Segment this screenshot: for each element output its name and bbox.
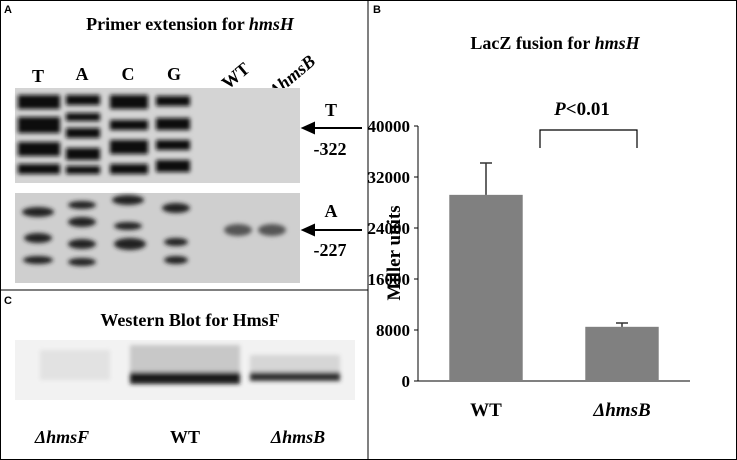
x-tick-label: ΔhmsB [592,400,650,421]
lane-label: WT [170,427,200,447]
bar [449,194,523,381]
y-tick-label: 16000 [368,270,411,289]
marker-base: T [325,100,337,120]
chart-title: LacZ fusion for hmsH [470,33,640,53]
error-bar [616,322,628,327]
y-tick-label: 8000 [376,321,410,340]
title-gene: hmsH [249,14,295,34]
panel-b: B LacZ fusion for hmsH Miller units P<0.… [368,4,690,421]
marker-base: A [325,201,338,221]
error-bar [480,162,492,195]
panel-letter: C [4,295,12,307]
lane-label: C [122,64,135,84]
y-tick-label: 32000 [368,168,411,187]
annotation-value: <0.01 [566,99,610,120]
lane-label: ΔhmsF [34,427,89,447]
y-axis-label: Miller units [384,205,405,300]
blot-bands [40,345,340,384]
lane-label: A [76,64,89,84]
sample-label: WT [218,58,254,93]
gel-image [15,193,300,283]
gel-bands [18,95,190,174]
title-text: Primer extension for [86,14,249,34]
y-tick-label: 0 [402,372,411,391]
panel-a: A Primer extension for hmsH T A C G WT Δ… [4,4,362,283]
lane-label: T [32,66,44,86]
bar [585,326,659,381]
panel-title: Western Blot for HmsF [100,310,279,330]
marker-position: -322 [314,139,347,159]
lane-label: ΔhmsB [270,427,325,447]
annotation: P<0.01 [553,99,610,120]
panel-c: C Western Blot for HmsF ΔhmsF WT ΔhmsB [4,295,355,447]
gel-bands [22,195,286,266]
panel-letter: A [4,4,12,16]
y-tick-label: 24000 [368,219,411,238]
arrows [300,121,362,237]
annotation-p: P [553,99,566,120]
y-tick-label: 40000 [368,117,411,136]
significance-bracket [539,129,638,148]
lane-label: G [167,64,181,84]
panel-letter: B [373,4,381,16]
marker-position: -227 [314,240,347,260]
title-text: LacZ fusion for [470,33,594,53]
title-gene: hmsH [595,33,641,53]
x-tick-label: WT [470,400,502,421]
panel-title: Primer extension for hmsH [86,14,295,34]
